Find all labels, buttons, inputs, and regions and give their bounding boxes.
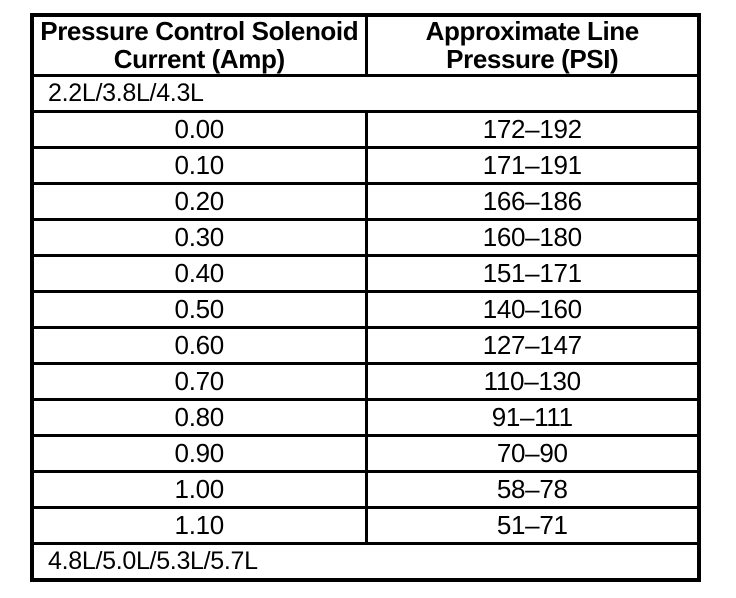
line-pressure-cell: 58–78 <box>364 469 701 509</box>
table-row: 0.80 91–111 <box>30 397 701 437</box>
line-pressure-cell: 140–160 <box>364 289 701 329</box>
section-label-bottom: 4.8L/5.0L/5.3L/5.7L <box>30 541 701 582</box>
solenoid-current-cell: 0.50 <box>30 289 368 329</box>
table-row: 0.20 166–186 <box>30 181 701 221</box>
table-row: 0.00 172–192 <box>30 109 701 149</box>
line-pressure-cell: 166–186 <box>364 181 701 221</box>
line-pressure-cell: 151–171 <box>364 253 701 293</box>
solenoid-current-cell: 0.90 <box>30 433 368 473</box>
solenoid-current-cell: 0.60 <box>30 325 368 365</box>
table-row: 0.70 110–130 <box>30 361 701 401</box>
solenoid-current-cell: 0.40 <box>30 253 368 293</box>
table-row: 0.50 140–160 <box>30 289 701 329</box>
solenoid-current-cell: 0.30 <box>30 217 368 257</box>
pressure-control-solenoid-table: Pressure Control Solenoid Current (Amp) … <box>30 13 701 582</box>
section-row-bottom: 4.8L/5.0L/5.3L/5.7L <box>30 541 701 582</box>
line-pressure-cell: 51–71 <box>364 505 701 545</box>
column-header-solenoid-current: Pressure Control Solenoid Current (Amp) <box>30 13 368 77</box>
column-header-line-pressure-line1: Approximate Line <box>425 16 640 47</box>
column-header-solenoid-current-line1: Pressure Control Solenoid <box>40 16 359 47</box>
table-body: 2.2L/3.8L/4.3L 0.00 172–192 0.10 171–191… <box>30 73 701 582</box>
section-label-top: 2.2L/3.8L/4.3L <box>30 73 701 113</box>
column-header-line-pressure: Approximate Line Pressure (PSI) <box>364 13 701 77</box>
solenoid-current-cell: 0.00 <box>30 109 368 149</box>
line-pressure-cell: 171–191 <box>364 145 701 185</box>
line-pressure-cell: 70–90 <box>364 433 701 473</box>
solenoid-current-cell: 0.10 <box>30 145 368 185</box>
table-row: 0.10 171–191 <box>30 145 701 185</box>
table-row: 0.60 127–147 <box>30 325 701 365</box>
table-row: 1.00 58–78 <box>30 469 701 509</box>
table-row: 0.90 70–90 <box>30 433 701 473</box>
table-row: 0.40 151–171 <box>30 253 701 293</box>
line-pressure-cell: 110–130 <box>364 361 701 401</box>
solenoid-current-cell: 1.10 <box>30 505 368 545</box>
table-row: 0.30 160–180 <box>30 217 701 257</box>
line-pressure-cell: 160–180 <box>364 217 701 257</box>
solenoid-current-cell: 0.70 <box>30 361 368 401</box>
line-pressure-cell: 127–147 <box>364 325 701 365</box>
column-header-solenoid-current-line2: Current (Amp) <box>113 44 285 75</box>
line-pressure-cell: 91–111 <box>364 397 701 437</box>
solenoid-current-cell: 0.20 <box>30 181 368 221</box>
solenoid-current-cell: 1.00 <box>30 469 368 509</box>
section-row-top: 2.2L/3.8L/4.3L <box>30 73 701 113</box>
solenoid-current-cell: 0.80 <box>30 397 368 437</box>
table-row: 1.10 51–71 <box>30 505 701 545</box>
table-header-row: Pressure Control Solenoid Current (Amp) … <box>30 13 701 77</box>
line-pressure-cell: 172–192 <box>364 109 701 149</box>
column-header-line-pressure-line2: Pressure (PSI) <box>446 44 619 75</box>
